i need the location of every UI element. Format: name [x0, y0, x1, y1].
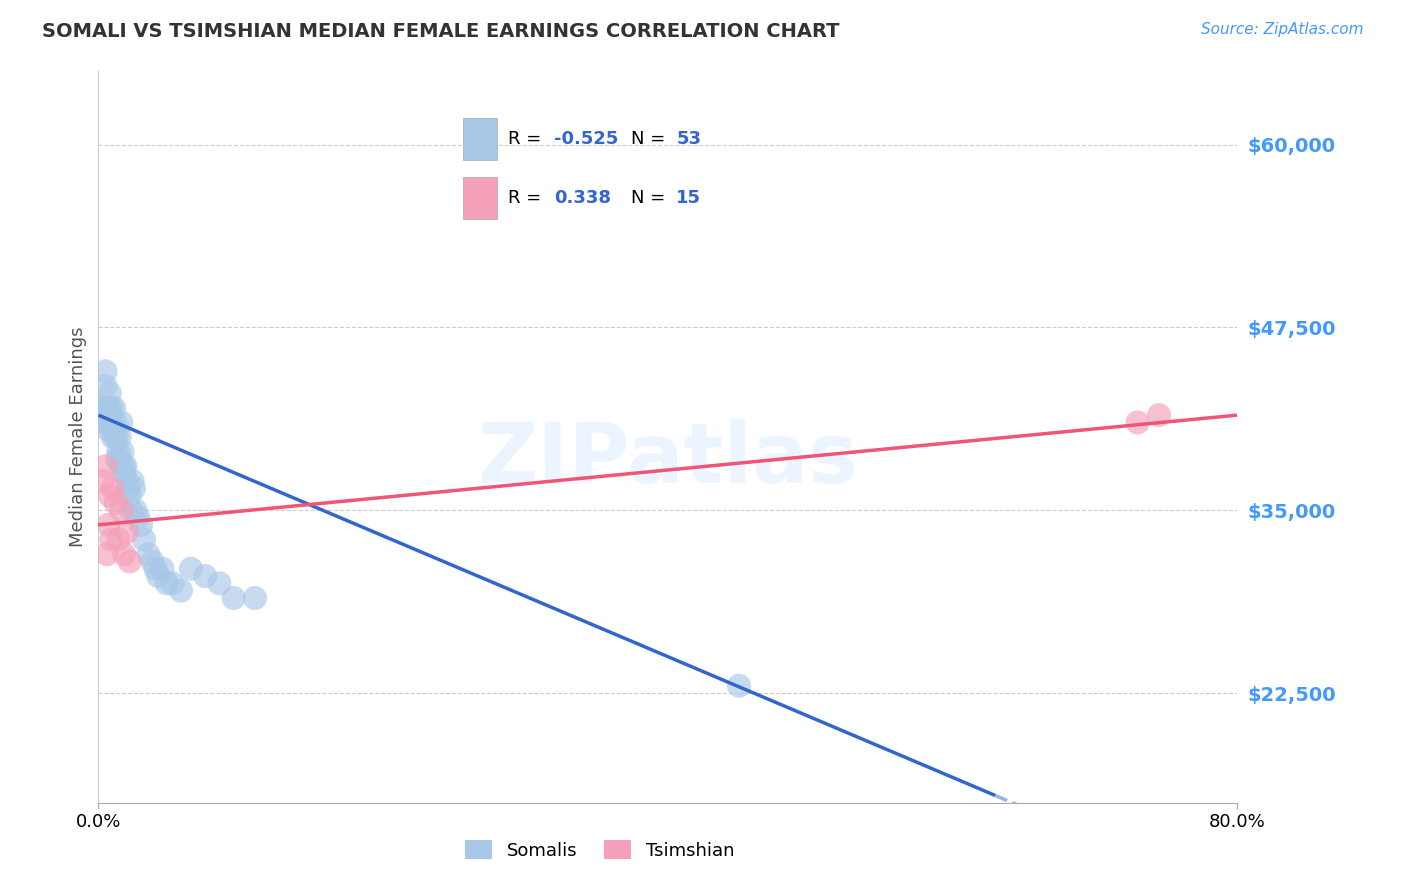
Point	[127, 510, 149, 524]
Point	[91, 416, 114, 430]
Point	[162, 576, 184, 591]
Point	[98, 416, 121, 430]
Point	[1147, 408, 1170, 422]
Point	[156, 576, 179, 591]
Point	[208, 576, 231, 591]
Text: SOMALI VS TSIMSHIAN MEDIAN FEMALE EARNINGS CORRELATION CHART: SOMALI VS TSIMSHIAN MEDIAN FEMALE EARNIN…	[42, 22, 839, 41]
Point	[105, 430, 128, 444]
Point	[148, 569, 170, 583]
Point	[728, 679, 751, 693]
Point	[114, 459, 136, 474]
Point	[170, 583, 193, 598]
Point	[112, 547, 135, 561]
Point	[110, 416, 132, 430]
Point	[96, 401, 118, 415]
Point	[94, 379, 117, 393]
Y-axis label: Median Female Earnings: Median Female Earnings	[69, 326, 87, 548]
Point	[118, 489, 141, 503]
Point	[129, 517, 152, 532]
Point	[110, 503, 132, 517]
Point	[104, 496, 127, 510]
Point	[97, 401, 120, 415]
Point	[100, 533, 122, 547]
Point	[98, 386, 121, 401]
Point	[97, 517, 120, 532]
Point	[100, 408, 122, 422]
Point	[98, 489, 121, 503]
Point	[101, 481, 124, 495]
Point	[117, 481, 139, 495]
Point	[94, 364, 117, 378]
Point	[141, 554, 163, 568]
Point	[104, 416, 127, 430]
Point	[97, 423, 120, 437]
Point	[132, 533, 155, 547]
Point	[94, 459, 117, 474]
Point	[120, 503, 142, 517]
Point	[1126, 416, 1149, 430]
Point	[243, 591, 266, 605]
Point	[136, 547, 159, 561]
Point	[112, 459, 135, 474]
Legend: Somalis, Tsimshian: Somalis, Tsimshian	[458, 833, 741, 867]
Point	[118, 554, 141, 568]
Point	[110, 459, 132, 474]
Point	[145, 562, 167, 576]
Point	[108, 430, 131, 444]
Point	[222, 591, 245, 605]
Point	[103, 423, 125, 437]
Point	[107, 444, 129, 458]
Point	[180, 562, 202, 576]
Point	[121, 474, 143, 488]
Point	[124, 503, 146, 517]
Point	[93, 401, 115, 415]
Point	[101, 416, 124, 430]
Point	[104, 430, 127, 444]
Point	[108, 452, 131, 467]
Point	[101, 430, 124, 444]
Point	[115, 474, 138, 488]
Point	[152, 562, 174, 576]
Point	[103, 401, 125, 415]
Point	[91, 474, 114, 488]
Point	[115, 525, 138, 540]
Point	[112, 467, 135, 481]
Text: ZIPatlas: ZIPatlas	[478, 418, 858, 500]
Point	[194, 569, 217, 583]
Point	[111, 444, 134, 458]
Point	[96, 416, 118, 430]
Text: Source: ZipAtlas.com: Source: ZipAtlas.com	[1201, 22, 1364, 37]
Point	[100, 401, 122, 415]
Point	[107, 533, 129, 547]
Point	[105, 452, 128, 467]
Point	[96, 547, 118, 561]
Point	[122, 481, 145, 495]
